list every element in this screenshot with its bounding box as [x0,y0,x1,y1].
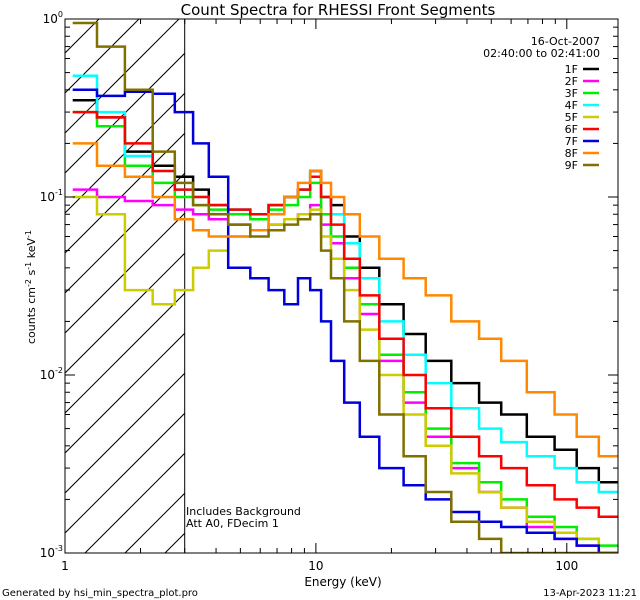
series-lines [72,21,618,553]
series-line-3F [72,110,618,547]
hatch-line-9 [65,252,185,374]
legend-label-6F: 6F [565,123,578,136]
legend-label-1F: 1F [565,63,578,76]
y-axis-label: counts cm-2 s-1 keV-1 [24,230,39,344]
legend-label-2F: 2F [565,75,578,88]
hatch-line-4 [65,52,185,174]
y-tick-label: 10-3 [40,544,63,560]
time-range-label: 02:40:00 to 02:41:00 [483,47,600,60]
hatch-line-12 [65,372,185,494]
hatch-line-3 [65,19,180,134]
x-axis-label: Energy (keV) [304,575,381,589]
annotation-background: Includes Background [186,505,301,518]
y-tick-label: 10-2 [40,366,63,382]
date-label: 16-Oct-2007 [531,35,600,48]
series-line-8F [72,142,618,458]
legend-label-5F: 5F [565,111,578,124]
x-tick-label: 10 [308,559,323,573]
annotation-attenuator: Att A0, FDecim 1 [186,517,279,530]
axis-ticks [64,18,618,554]
legend-label-9F: 9F [565,159,578,172]
low-energy-hatch [65,19,185,553]
hatch-line-7 [65,172,185,294]
footer-timestamp: 13-Apr-2023 11:21 [543,588,637,599]
series-line-7F [72,88,618,553]
x-tick-label: 1 [61,559,69,573]
legend-label-3F: 3F [565,87,578,100]
y-tick-label: 10-1 [40,188,63,204]
hatch-line-5 [65,92,185,214]
y-tick-label: 100 [43,10,63,26]
x-tick-label: 100 [555,559,578,573]
hatch-line-8 [65,212,185,334]
hatch-line-13 [65,412,185,534]
tick-labels: 1 10 100 100 10-1 10-2 10-3 [40,10,579,573]
series-line-6F [72,110,618,518]
series-line-9F [72,21,618,553]
footer-generated-by: Generated by hsi_min_spectra_plot.pro [2,588,198,599]
legend-label-7F: 7F [565,135,578,148]
hatch-line-14 [84,452,185,553]
legend-label-4F: 4F [565,99,578,112]
series-line-5F [72,195,618,553]
chart-title: Count Spectra for RHESSI Front Segments [181,1,496,19]
plot-frame [64,18,619,554]
legend-label-8F: 8F [565,147,578,160]
